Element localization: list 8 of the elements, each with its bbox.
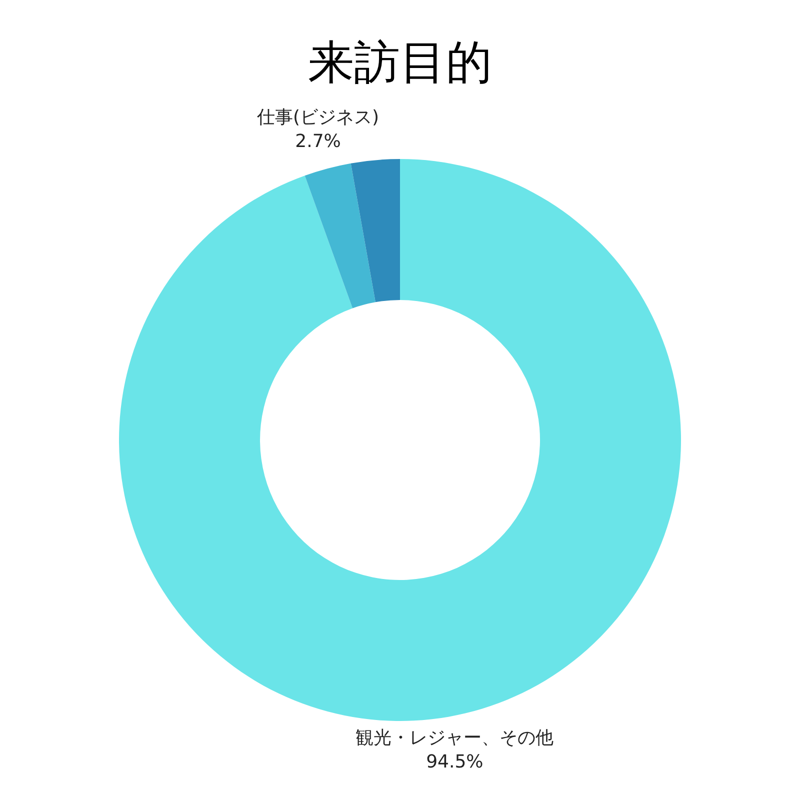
slice-label: 観光・レジャー、その他 <box>356 727 554 748</box>
donut-slice <box>120 159 681 721</box>
donut-slice <box>304 163 376 308</box>
slice-label: 仕事(ビジネス) <box>256 106 380 128</box>
chart-title: 来訪目的 <box>308 35 492 89</box>
data-label: 94.5% <box>426 751 484 772</box>
donut-slice <box>350 159 400 302</box>
data-label: 2.7% <box>295 130 341 152</box>
